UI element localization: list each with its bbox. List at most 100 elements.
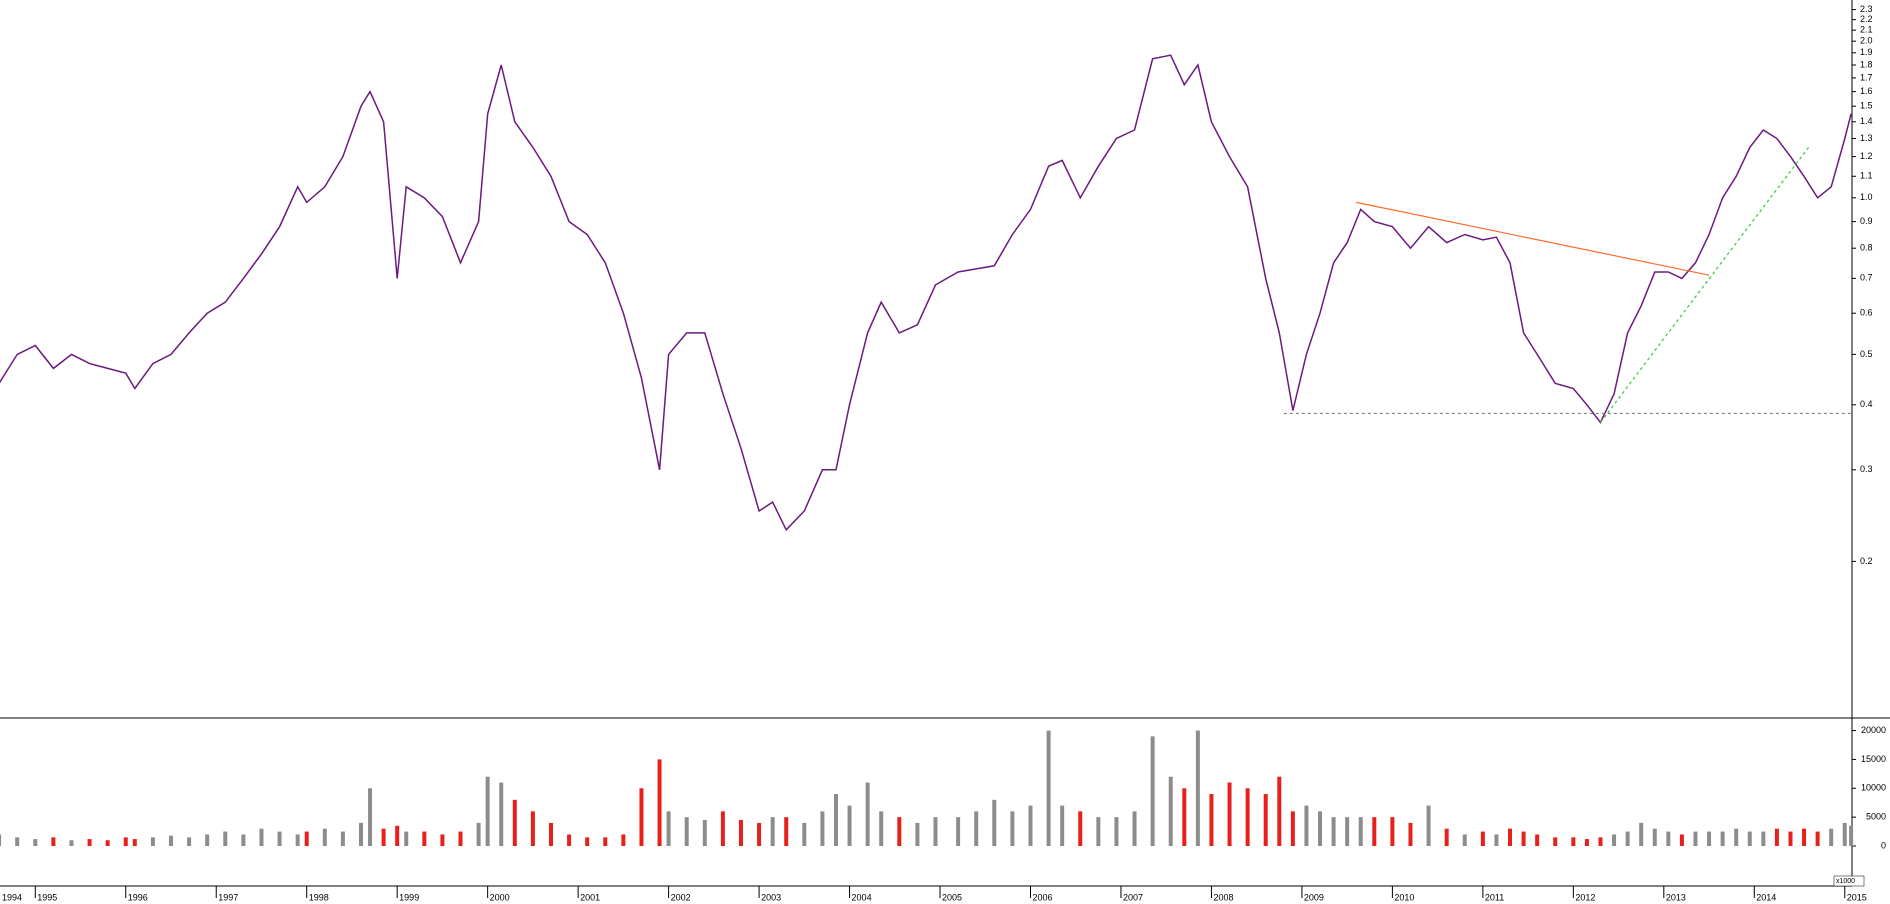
y-tick-label: 0.3 (1860, 464, 1873, 474)
volume-bar (168, 835, 173, 846)
volume-bar (205, 834, 210, 846)
volume-bar (1571, 837, 1576, 846)
volume-bar (187, 837, 192, 846)
volume-tick-label: 20000 (1861, 725, 1886, 735)
volume-bar (738, 820, 743, 846)
volume-bar (1707, 831, 1712, 846)
volume-bar (1132, 811, 1137, 846)
volume-bar (657, 759, 662, 846)
volume-bar (1774, 828, 1779, 846)
volume-bar (241, 834, 246, 846)
volume-unit-label: x1000 (1836, 878, 1855, 885)
volume-tick-label: 10000 (1861, 783, 1886, 793)
volume-bar (1209, 794, 1214, 846)
volume-bar (1331, 817, 1336, 846)
volume-bar (1652, 828, 1657, 846)
x-tick-label: 2007 (1123, 892, 1143, 902)
volume-bar (1304, 805, 1309, 846)
volume-bar (770, 817, 775, 846)
volume-bar (720, 811, 725, 846)
volume-bar (340, 831, 345, 846)
y-tick-label: 0.7 (1860, 273, 1873, 283)
volume-bar (1829, 828, 1834, 846)
y-tick-label: 2.2 (1860, 14, 1873, 24)
volume-bar (1612, 834, 1617, 846)
x-tick-label: 2014 (1756, 892, 1776, 902)
volume-bar (1480, 831, 1485, 846)
volume-bar (358, 822, 363, 846)
volume-bar (1150, 736, 1155, 846)
volume-bar (603, 837, 608, 846)
volume-bar (1535, 834, 1540, 846)
volume-bar (132, 839, 137, 846)
y-tick-label: 1.2 (1860, 151, 1873, 161)
x-tick-label: 1999 (399, 892, 419, 902)
y-tick-label: 0.9 (1860, 216, 1873, 226)
volume-bar (1078, 811, 1083, 846)
volume-bar (820, 811, 825, 846)
volume-bar (879, 811, 884, 846)
x-tick-label: 1996 (128, 892, 148, 902)
volume-bar (1444, 828, 1449, 846)
y-tick-label: 1.3 (1860, 133, 1873, 143)
volume-bar (621, 834, 626, 846)
volume-bar (1666, 831, 1671, 846)
volume-bar (1693, 831, 1698, 846)
x-tick-label: 1997 (218, 892, 238, 902)
volume-bar (69, 840, 74, 846)
volume-bar (322, 828, 327, 846)
volume-bar (1625, 831, 1630, 846)
volume-bar (1734, 828, 1739, 846)
volume-bar (123, 837, 128, 846)
volume-bar (458, 831, 463, 846)
volume-bar (865, 782, 870, 846)
trend-line (1356, 201, 1710, 276)
volume-bar (1639, 822, 1644, 846)
volume-bar (567, 834, 572, 846)
volume-bar (933, 817, 938, 846)
volume-bar (105, 840, 110, 846)
volume-bar (1390, 817, 1395, 846)
price-line (0, 54, 1852, 532)
volume-bar (223, 831, 228, 846)
volume-bar (847, 805, 852, 846)
y-tick-label: 1.8 (1860, 59, 1873, 69)
volume-bar (0, 834, 2, 846)
y-tick-label: 1.6 (1860, 86, 1873, 96)
volume-bar (1508, 828, 1513, 846)
volume-bar (639, 788, 644, 846)
volume-bar (368, 788, 373, 846)
volume-bar (1028, 805, 1033, 846)
volume-bar (833, 794, 838, 846)
volume-bar (1195, 730, 1200, 846)
volume-bar (530, 811, 535, 846)
y-tick-label: 0.4 (1860, 399, 1873, 409)
volume-bar (304, 831, 309, 846)
x-tick-label: 2010 (1394, 892, 1414, 902)
volume-bar (1245, 788, 1250, 846)
volume-bar (1096, 817, 1101, 846)
volume-bar (666, 811, 671, 846)
x-tick-label: 2004 (852, 892, 872, 902)
volume-bar (1114, 817, 1119, 846)
volume-bar (51, 837, 56, 846)
volume-bar (499, 782, 504, 846)
volume-bar (1010, 811, 1015, 846)
volume-bar (33, 839, 38, 846)
y-tick-label: 1.7 (1860, 72, 1873, 82)
x-tick-label: 2015 (1847, 892, 1867, 902)
unit-box (1833, 875, 1865, 887)
x-tick-label: 2001 (580, 892, 600, 902)
volume-bar (1815, 831, 1820, 846)
volume-tick-label: 0 (1881, 840, 1886, 850)
volume-tick-label: 15000 (1861, 754, 1886, 764)
volume-bar (992, 799, 997, 846)
x-tick-label: 2013 (1666, 892, 1686, 902)
volume-bar (1788, 831, 1793, 846)
volume-bar (259, 828, 264, 846)
volume-bar (974, 811, 979, 846)
volume-bar (684, 817, 689, 846)
volume-bar (87, 839, 92, 846)
y-tick-label: 2.1 (1860, 25, 1873, 35)
